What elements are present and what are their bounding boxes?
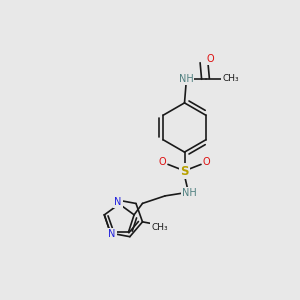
Text: NH: NH [182,188,197,198]
Text: N: N [108,229,116,239]
Text: O: O [202,157,210,167]
Text: O: O [206,54,214,64]
Text: CH₃: CH₃ [151,223,168,232]
Text: S: S [180,164,189,178]
Text: O: O [159,157,167,167]
Text: NH: NH [178,74,194,84]
Text: N: N [114,196,122,207]
Text: CH₃: CH₃ [222,74,239,83]
